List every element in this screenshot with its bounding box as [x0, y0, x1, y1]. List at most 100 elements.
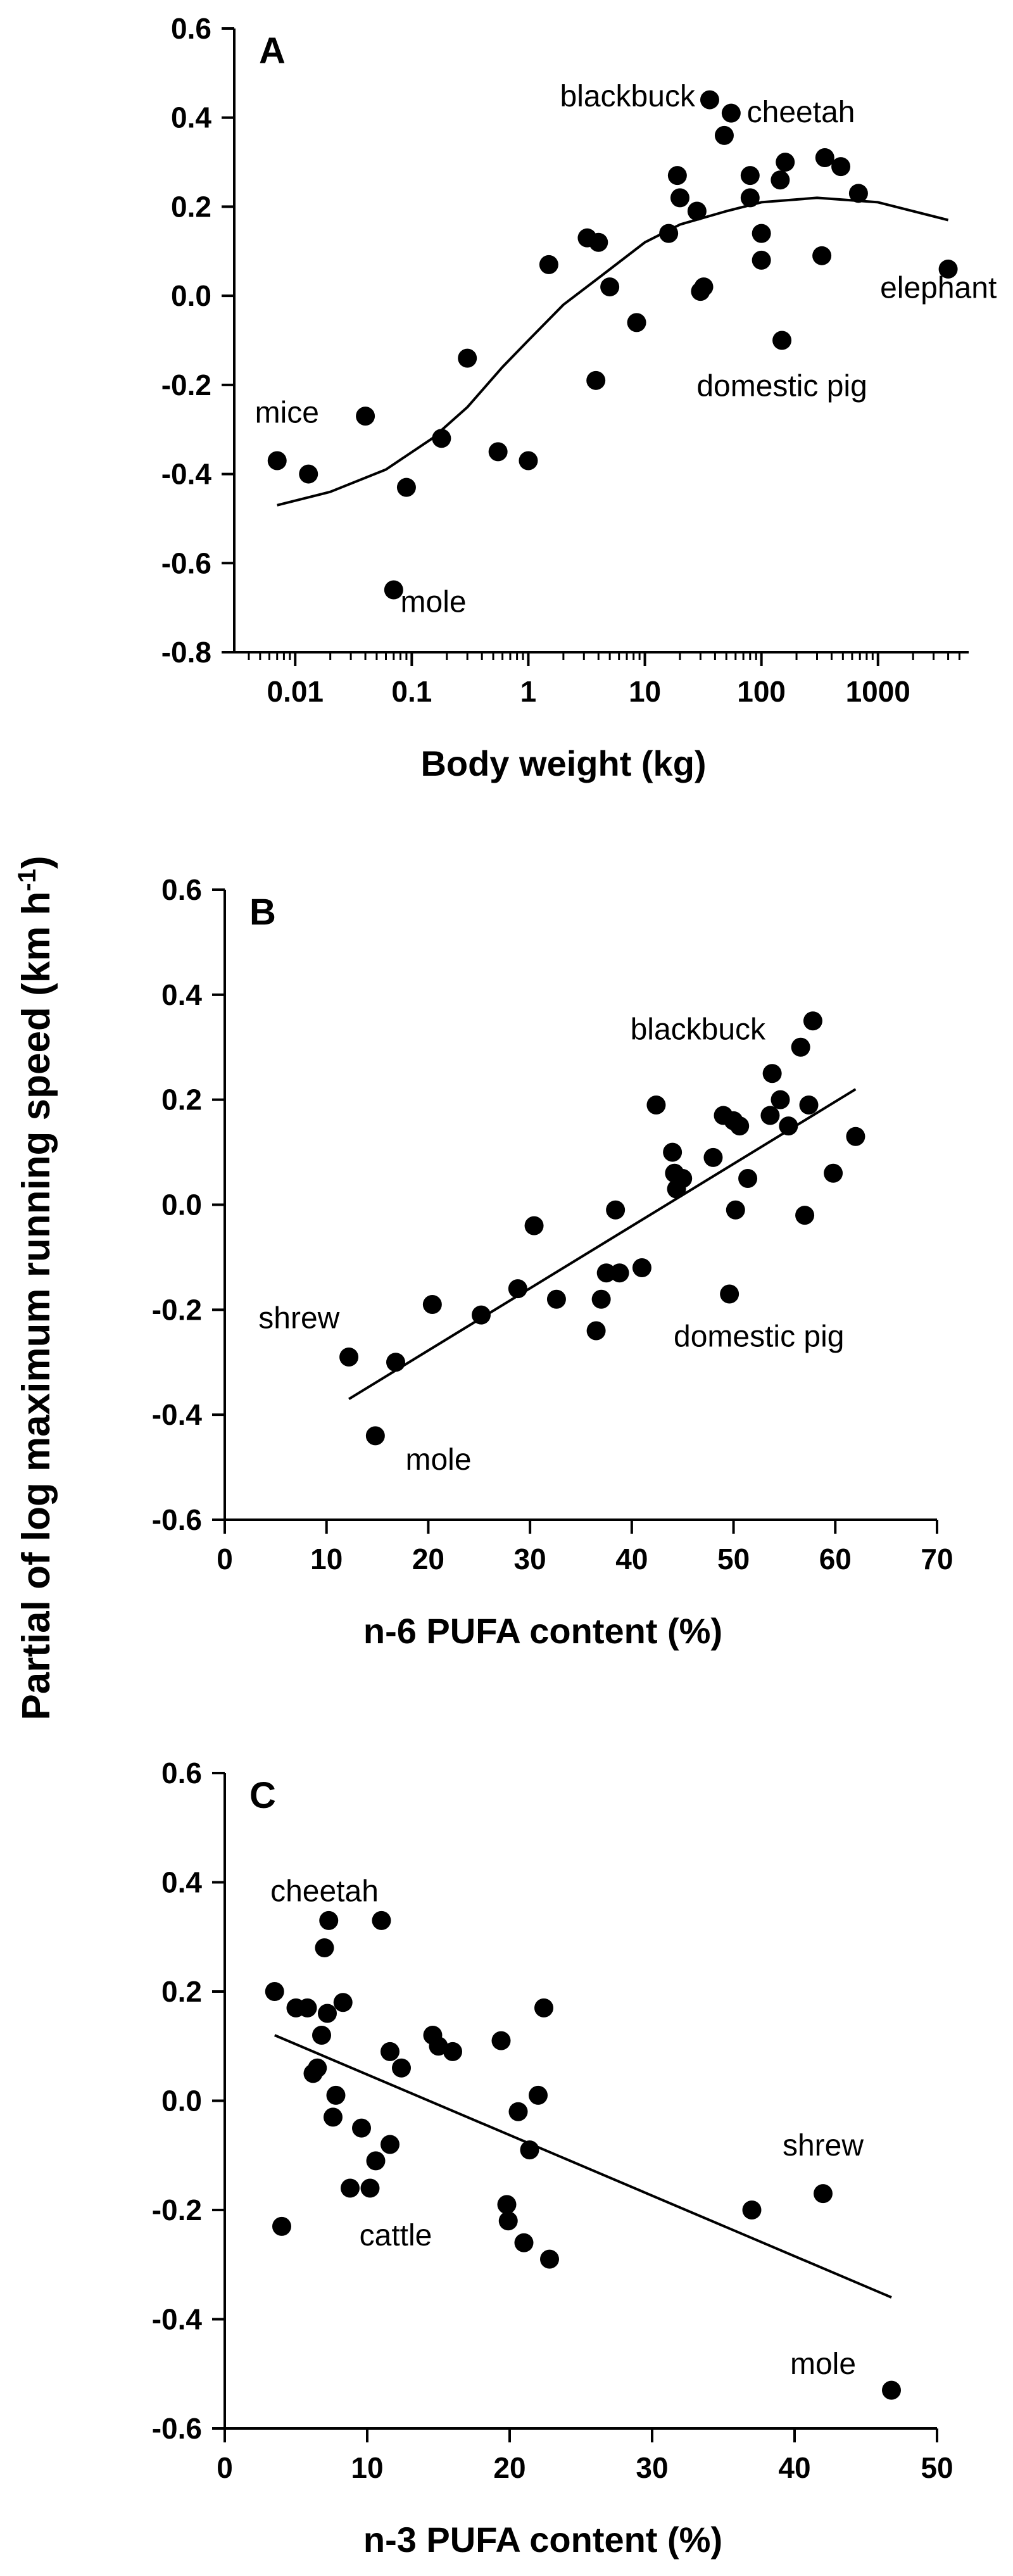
- data-point: [318, 2004, 337, 2023]
- x-tick-label: 1: [520, 675, 537, 708]
- data-point: [663, 1142, 683, 1162]
- data-point: [740, 188, 760, 208]
- data-point: [600, 277, 620, 297]
- data-point: [540, 2249, 559, 2269]
- y-tick-label: -0.8: [161, 636, 211, 669]
- data-point: [508, 2102, 528, 2121]
- y-tick-label: 0.6: [171, 12, 211, 45]
- data-point: [846, 1127, 865, 1146]
- annotation-label: shrew: [258, 1301, 339, 1335]
- data-point: [589, 232, 608, 252]
- data-point: [815, 148, 834, 168]
- data-point: [703, 1147, 723, 1167]
- annotation-label: elephant: [880, 272, 997, 305]
- data-point: [539, 255, 558, 274]
- panel-c: -0.6 -0.4 -0.2 0.0 0.2 0.4 0.6 0 10 20 30 40 50 n-3 P…: [152, 1757, 953, 2560]
- data-point: [534, 1998, 553, 2017]
- data-point: [514, 2233, 534, 2252]
- annotation-label: blackbuck: [560, 80, 696, 113]
- data-point: [381, 2135, 400, 2154]
- data-point: [546, 1289, 566, 1309]
- data-point: [848, 184, 868, 203]
- data-point: [365, 1426, 385, 1446]
- x-tick-label: 100: [737, 675, 786, 708]
- x-tick-label: 10: [310, 1543, 343, 1575]
- data-point: [776, 153, 795, 172]
- data-point: [632, 1258, 651, 1277]
- data-point: [591, 1289, 611, 1309]
- data-point: [814, 2184, 833, 2204]
- x-tick-label: 50: [717, 1543, 750, 1575]
- annotation-label: cheetah: [747, 96, 855, 129]
- x-tick-label: 40: [778, 2451, 810, 2484]
- data-point: [429, 2036, 448, 2056]
- data-point: [341, 2178, 360, 2198]
- data-point: [360, 2178, 380, 2198]
- annotation-label: mole: [401, 586, 467, 619]
- data-point: [386, 1353, 405, 1372]
- y-axis-title: Partial of log maximum running speed (km…: [13, 856, 58, 1720]
- annotation-label: mole: [405, 1443, 471, 1477]
- data-point: [720, 1284, 739, 1304]
- data-point: [742, 2200, 762, 2219]
- x-tick-label: 30: [514, 1543, 546, 1575]
- data-point: [265, 1982, 284, 2001]
- annotation-label: shrew: [783, 2129, 864, 2162]
- data-point: [524, 1216, 544, 1235]
- data-point: [627, 313, 646, 332]
- panel-b: -0.6 -0.4 -0.2 0.0 0.2 0.4 0.6 0 10 20 30 40 50 60 70 n…: [152, 873, 953, 1651]
- panel-letter: B: [249, 892, 276, 933]
- y-tick-label: 0.2: [161, 1083, 202, 1116]
- y-tick-label: -0.6: [161, 546, 211, 579]
- data-point: [740, 166, 760, 186]
- data-point: [771, 1090, 790, 1109]
- data-point: [799, 1095, 819, 1114]
- y-tick-label: 0.4: [161, 1866, 202, 1899]
- data-point: [726, 1200, 745, 1220]
- data-point: [366, 2151, 386, 2171]
- data-point: [795, 1206, 815, 1225]
- data-point: [714, 125, 734, 145]
- y-tick-label: 0.2: [161, 1975, 202, 2008]
- x-tick-label: 50: [921, 2451, 953, 2484]
- data-point: [610, 1263, 629, 1283]
- data-point: [497, 2195, 517, 2214]
- y-tick-label: 0.2: [171, 190, 211, 223]
- y-tick-label: 0.0: [171, 279, 211, 312]
- data-point: [529, 2085, 548, 2105]
- data-point: [498, 2211, 518, 2231]
- data-point: [396, 477, 416, 497]
- annotation-label: domestic pig: [674, 1320, 844, 1353]
- x-tick-label: 70: [921, 1543, 953, 1575]
- y-tick-label: -0.6: [152, 2412, 202, 2445]
- x-tick-label: 1000: [846, 675, 910, 708]
- data-point: [326, 2085, 346, 2105]
- data-point: [520, 2140, 539, 2160]
- data-point: [824, 1163, 843, 1183]
- y-tick-label: 0.4: [161, 978, 202, 1011]
- y-tick-label: -0.2: [161, 369, 211, 401]
- data-point: [752, 250, 771, 270]
- data-point: [772, 331, 792, 350]
- data-point: [519, 451, 538, 470]
- data-point: [443, 2042, 462, 2061]
- data-point: [752, 224, 771, 243]
- data-point: [267, 451, 287, 470]
- data-point: [762, 1064, 782, 1083]
- data-point: [488, 442, 508, 462]
- x-tick-label: 40: [615, 1543, 648, 1575]
- data-point: [339, 1347, 359, 1367]
- y-tick-label: -0.6: [152, 1503, 202, 1536]
- x-tick-label: 10: [351, 2451, 383, 2484]
- data-point: [646, 1095, 666, 1114]
- data-point: [771, 170, 790, 190]
- data-point: [586, 1321, 606, 1341]
- data-point: [596, 1263, 616, 1283]
- data-point: [687, 201, 707, 221]
- data-point: [803, 1011, 822, 1031]
- x-tick-label: 20: [412, 1543, 444, 1575]
- x-tick-label: 20: [493, 2451, 525, 2484]
- data-point: [760, 1106, 780, 1125]
- annotation-label: cattle: [360, 2219, 432, 2252]
- y-tick-label: -0.4: [152, 2303, 203, 2336]
